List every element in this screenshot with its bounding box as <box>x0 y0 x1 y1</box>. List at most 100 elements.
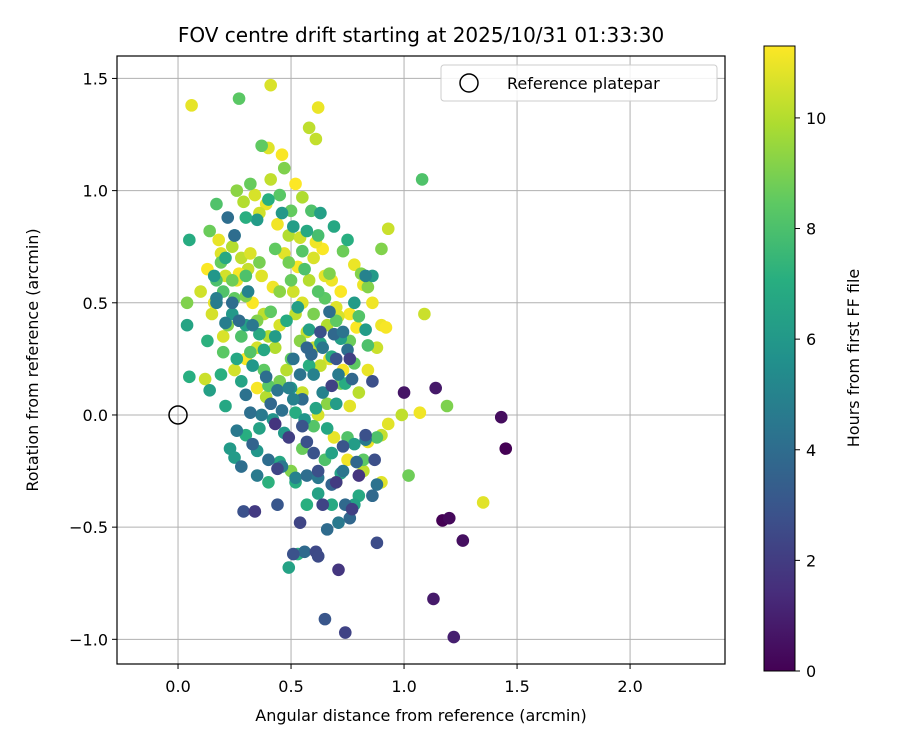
data-point <box>296 419 309 433</box>
data-point <box>366 375 379 388</box>
legend-open-circle-icon <box>459 73 479 93</box>
data-point <box>246 437 259 451</box>
data-point <box>225 274 239 287</box>
data-point <box>216 330 230 343</box>
data-point <box>282 431 296 444</box>
colorbar-tick-label: 10 <box>806 109 826 128</box>
x-axis-ticks: 0.0 0.5 1.0 1.5 2.0 <box>165 664 643 696</box>
data-point <box>329 397 343 411</box>
data-point <box>257 343 271 357</box>
data-point <box>244 247 257 260</box>
colorbar-tick-label: 8 <box>806 220 816 239</box>
data-point <box>323 267 336 280</box>
data-point <box>366 296 379 310</box>
data-point <box>314 325 327 339</box>
data-point <box>282 256 296 269</box>
data-point <box>239 269 253 283</box>
data-point <box>291 300 305 314</box>
data-point <box>207 269 221 283</box>
data-point <box>352 469 366 482</box>
data-point <box>361 280 375 294</box>
colorbar-tick-label: 4 <box>806 441 816 460</box>
data-point <box>282 561 296 574</box>
data-point <box>235 330 248 343</box>
data-point <box>286 392 300 406</box>
data-point <box>352 309 366 323</box>
data-point <box>318 612 332 626</box>
data-point <box>314 359 327 372</box>
data-point <box>205 307 219 321</box>
data-point <box>336 244 350 258</box>
data-point <box>239 388 253 402</box>
data-point <box>320 397 334 411</box>
data-point <box>316 498 329 512</box>
data-point <box>268 417 282 431</box>
data-point <box>307 446 320 460</box>
data-point <box>255 408 268 422</box>
data-point <box>185 99 198 112</box>
data-point <box>359 269 372 283</box>
data-point <box>307 368 320 381</box>
data-point <box>250 469 264 482</box>
data-point <box>246 318 259 332</box>
data-point <box>244 406 257 420</box>
colorbar-tick-label: 6 <box>806 330 816 349</box>
data-point <box>320 422 334 435</box>
data-point <box>280 363 293 377</box>
data-point <box>302 274 316 287</box>
data-point <box>232 314 246 328</box>
data-point <box>275 206 289 220</box>
data-point <box>225 296 239 310</box>
data-point <box>345 372 359 386</box>
data-point <box>255 269 268 283</box>
data-point <box>323 305 336 319</box>
data-point <box>219 399 232 413</box>
data-point <box>277 161 291 175</box>
data-point <box>300 435 314 449</box>
colorbar-label: Hours from first FF file <box>844 269 863 448</box>
data-point <box>183 370 196 384</box>
data-point <box>286 547 300 561</box>
data-point <box>230 352 244 366</box>
data-point <box>311 101 325 114</box>
data-point <box>307 307 320 321</box>
data-point <box>311 550 325 563</box>
data-point <box>325 446 339 460</box>
data-point <box>329 314 343 328</box>
data-point <box>280 314 293 328</box>
data-point <box>370 431 384 444</box>
data-point <box>228 363 241 377</box>
legend-box <box>440 64 718 102</box>
data-point <box>286 220 300 233</box>
data-point <box>427 592 440 606</box>
data-point <box>235 460 248 473</box>
colorbar-ticks: 0 2 4 6 8 10 <box>795 109 826 681</box>
data-point <box>219 316 232 330</box>
data-point <box>180 318 194 332</box>
data-point <box>329 475 343 489</box>
data-point <box>395 408 409 422</box>
data-point <box>327 431 341 444</box>
data-point <box>361 339 375 352</box>
data-point <box>230 424 244 437</box>
data-point <box>194 285 207 298</box>
data-point <box>332 516 345 529</box>
data-point <box>296 244 309 258</box>
data-point <box>361 363 375 377</box>
data-point <box>284 274 298 287</box>
reference-platepar-marker <box>168 405 188 425</box>
data-point <box>241 285 255 298</box>
data-point <box>268 341 282 354</box>
data-point <box>253 327 266 341</box>
data-point <box>476 496 490 509</box>
data-point <box>289 406 302 420</box>
data-point <box>352 386 366 399</box>
data-point <box>316 386 329 399</box>
grid <box>117 56 725 664</box>
data-point <box>271 498 284 512</box>
data-point <box>343 352 357 366</box>
data-point <box>180 296 194 310</box>
data-point <box>341 233 354 247</box>
data-point <box>273 188 287 202</box>
plot-frame <box>116 55 726 665</box>
